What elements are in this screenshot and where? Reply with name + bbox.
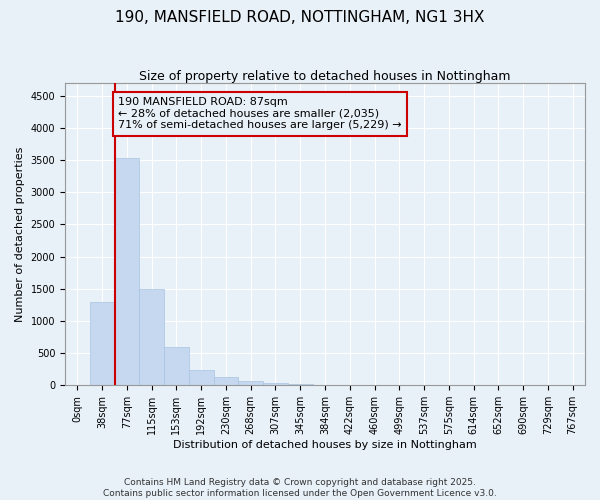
X-axis label: Distribution of detached houses by size in Nottingham: Distribution of detached houses by size … bbox=[173, 440, 477, 450]
Text: 190 MANSFIELD ROAD: 87sqm
← 28% of detached houses are smaller (2,035)
71% of se: 190 MANSFIELD ROAD: 87sqm ← 28% of detac… bbox=[118, 97, 402, 130]
Bar bbox=[189, 370, 214, 385]
Bar bbox=[115, 158, 139, 385]
Text: Contains HM Land Registry data © Crown copyright and database right 2025.
Contai: Contains HM Land Registry data © Crown c… bbox=[103, 478, 497, 498]
Bar bbox=[90, 302, 115, 385]
Bar bbox=[263, 383, 288, 385]
Text: 190, MANSFIELD ROAD, NOTTINGHAM, NG1 3HX: 190, MANSFIELD ROAD, NOTTINGHAM, NG1 3HX bbox=[115, 10, 485, 25]
Y-axis label: Number of detached properties: Number of detached properties bbox=[15, 146, 25, 322]
Bar bbox=[288, 384, 313, 385]
Bar bbox=[238, 381, 263, 385]
Bar bbox=[139, 289, 164, 385]
Bar bbox=[214, 377, 238, 385]
Title: Size of property relative to detached houses in Nottingham: Size of property relative to detached ho… bbox=[139, 70, 511, 83]
Bar bbox=[164, 348, 189, 385]
